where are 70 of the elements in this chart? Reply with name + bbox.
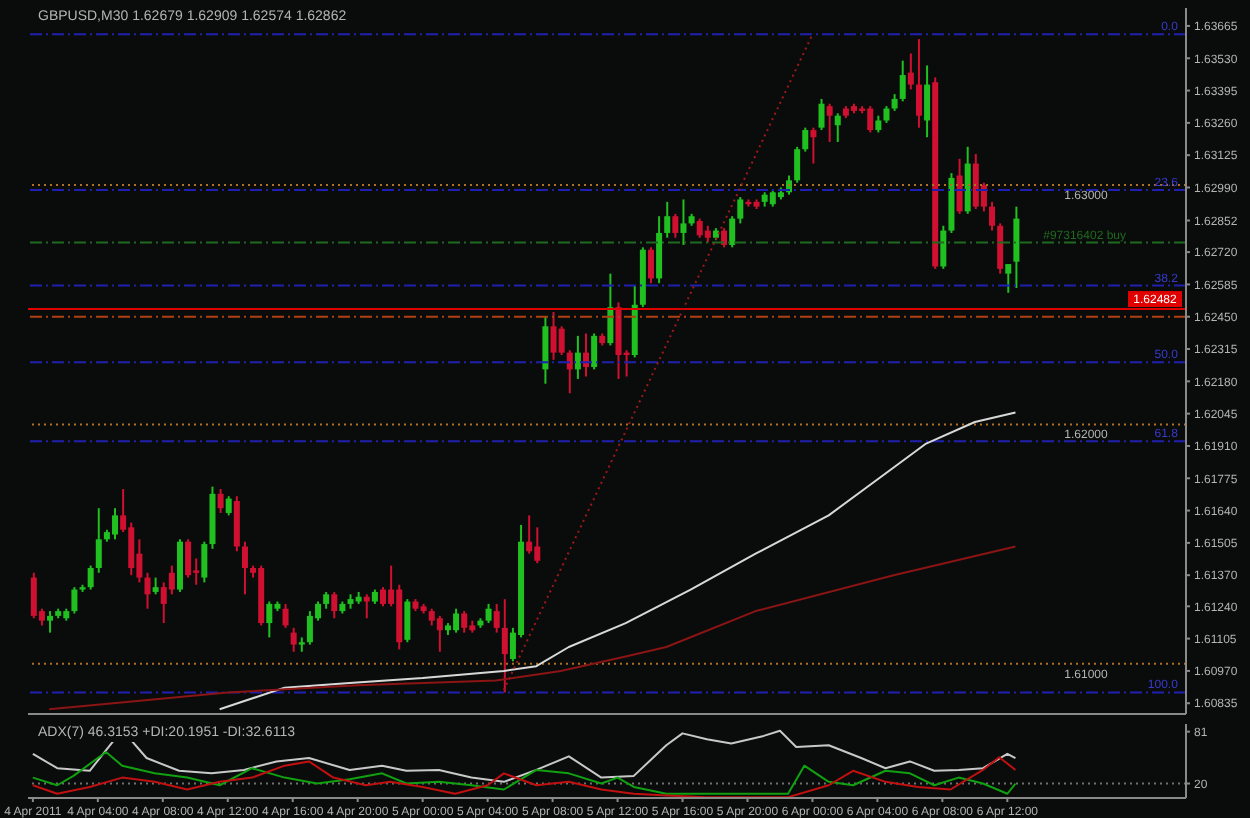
candlestick [615,301,622,380]
candlestick [802,126,809,153]
candlestick [818,97,825,132]
candlestick [290,626,297,653]
candlestick [989,200,996,232]
candlestick [907,52,914,91]
candlestick [972,152,979,211]
candlestick [404,598,411,644]
candlestick [1013,205,1020,290]
candlestick [826,102,833,144]
candlestick [306,610,313,646]
candlestick [363,593,370,620]
candlestick [144,571,151,610]
candlestick [160,581,167,625]
candlestick [168,564,175,596]
candlestick [485,602,492,625]
candlestick [1005,263,1012,294]
candlestick [810,126,817,165]
candlestick [915,38,922,129]
candlestick [493,602,500,634]
candlestick [501,598,508,694]
candlestick [696,217,703,239]
candlestick [664,200,671,239]
candlestick [574,334,581,380]
candlestick [71,586,78,615]
candlestick [997,222,1004,275]
candlestick [729,215,736,249]
candlestick [834,112,841,144]
candlestick [95,507,102,574]
candlestick [233,495,240,553]
candlestick [201,540,208,584]
candlestick [534,526,541,565]
candlestick [436,614,443,653]
candlestick [241,540,248,596]
candlestick [266,600,273,639]
candlestick [217,488,224,514]
candlestick [225,495,232,517]
candlestick [185,538,192,579]
candlestick [87,564,94,591]
candlestick [128,521,135,577]
candlestick [176,538,183,593]
candlestick [461,610,468,634]
candlestick [526,514,533,555]
candlestick [647,246,654,285]
candlestick [112,507,119,541]
candlestick [380,586,386,608]
candlestick [964,145,971,215]
candlestick [656,215,663,285]
candlestick [721,227,728,249]
candlestick [550,310,557,361]
candlestick [899,59,906,103]
candlestick [737,196,744,225]
candlestick [956,157,963,215]
candlestick [453,607,460,634]
candlestick [794,145,801,184]
candlestick [672,212,679,239]
candlestick [867,105,874,134]
candlestick [940,224,947,270]
candlestick [331,590,338,620]
candlestick [282,602,289,629]
candlestick [558,325,565,357]
candlestick [680,198,687,246]
candlestick [591,332,598,371]
line-series [31,728,1017,783]
candlestick [542,315,549,385]
candlestick [47,610,54,634]
candlestick [924,64,931,139]
line-series [48,545,1017,711]
candlestick [30,571,37,620]
line-series [218,411,1017,711]
